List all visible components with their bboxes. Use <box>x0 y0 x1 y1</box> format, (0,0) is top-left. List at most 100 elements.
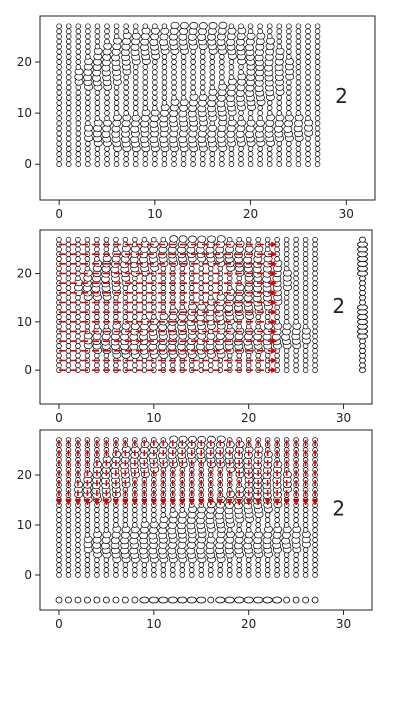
data-point <box>56 333 62 340</box>
data-point <box>161 151 168 157</box>
data-point <box>84 552 91 558</box>
data-point <box>286 79 292 86</box>
data-point <box>65 294 72 301</box>
data-point <box>312 532 318 538</box>
data-point <box>190 69 196 75</box>
data-point <box>85 146 91 152</box>
data-point <box>302 265 309 272</box>
data-point <box>228 23 235 29</box>
data-point <box>94 100 101 106</box>
data-point <box>312 338 318 344</box>
data-point <box>293 270 299 277</box>
data-point <box>152 74 158 81</box>
data-point <box>142 100 149 106</box>
data-point <box>264 236 271 243</box>
data-point <box>170 304 176 311</box>
data-point <box>94 151 101 157</box>
data-point <box>56 79 62 86</box>
data-point <box>65 537 72 543</box>
data-point <box>152 84 158 91</box>
data-point <box>141 285 148 291</box>
data-point <box>295 89 302 96</box>
data-point <box>132 89 139 96</box>
data-point <box>103 507 110 513</box>
data-point <box>122 314 129 320</box>
data-point <box>113 95 120 101</box>
data-point <box>65 517 72 523</box>
data-point <box>266 23 273 29</box>
data-point <box>305 59 311 65</box>
arrow-head <box>293 499 300 505</box>
data-point <box>179 362 186 369</box>
arrow-head <box>245 499 252 505</box>
data-point <box>151 275 157 282</box>
data-point <box>293 314 299 320</box>
data-point <box>190 79 196 86</box>
data-point <box>276 156 283 162</box>
data-point <box>75 562 81 568</box>
arrow-head <box>271 241 278 248</box>
data-point <box>161 156 168 162</box>
data-point <box>151 517 157 523</box>
data-point <box>104 33 110 40</box>
data-point <box>56 557 62 563</box>
data-point <box>65 557 72 563</box>
data-point <box>94 522 100 528</box>
data-point <box>94 557 100 563</box>
chart-panel-middle: 0 10 20 30 0 10 20 2 <box>17 229 373 425</box>
data-point <box>56 246 62 253</box>
data-point <box>65 59 72 65</box>
data-point <box>56 38 62 45</box>
marginal-point <box>253 596 264 604</box>
data-point <box>132 314 138 320</box>
data-point <box>255 517 261 523</box>
data-point <box>104 151 110 157</box>
data-point <box>312 246 318 253</box>
data-point <box>257 161 263 167</box>
data-point <box>75 547 81 553</box>
data-point <box>312 333 318 340</box>
data-point <box>295 49 302 55</box>
data-point <box>94 89 101 96</box>
arrow-head <box>271 309 278 316</box>
marginal-point <box>357 323 368 330</box>
data-point <box>122 512 129 518</box>
data-point <box>314 110 321 116</box>
data-point <box>65 333 72 340</box>
data-point <box>314 151 321 157</box>
data-point <box>84 517 91 523</box>
data-point <box>264 567 271 573</box>
data-point <box>75 28 82 35</box>
data-point <box>228 115 235 121</box>
data-point <box>171 95 177 101</box>
data-point <box>113 362 119 369</box>
data-point <box>56 100 62 106</box>
data-point <box>103 517 110 523</box>
arrow-head <box>65 499 72 505</box>
data-point <box>276 23 283 29</box>
data-point <box>219 69 225 75</box>
data-point <box>160 275 167 282</box>
data-point <box>65 105 72 111</box>
marginal-point <box>186 596 197 604</box>
y-tick-label: 10 <box>17 518 32 532</box>
data-point <box>85 49 91 55</box>
arrow-head <box>271 338 278 345</box>
data-point <box>274 572 280 578</box>
data-point <box>56 527 62 533</box>
data-point <box>245 323 252 330</box>
data-point <box>141 236 148 243</box>
data-point <box>180 74 187 81</box>
data-point <box>56 141 62 147</box>
data-point <box>238 115 244 121</box>
data-point <box>312 348 318 354</box>
data-point <box>132 362 138 369</box>
marginal-point <box>359 299 366 306</box>
marginal-point <box>359 294 366 301</box>
data-point <box>305 49 311 55</box>
data-point <box>151 567 157 573</box>
data-point <box>189 567 195 573</box>
data-point <box>312 537 318 543</box>
data-point <box>161 59 168 65</box>
data-point <box>65 542 72 548</box>
